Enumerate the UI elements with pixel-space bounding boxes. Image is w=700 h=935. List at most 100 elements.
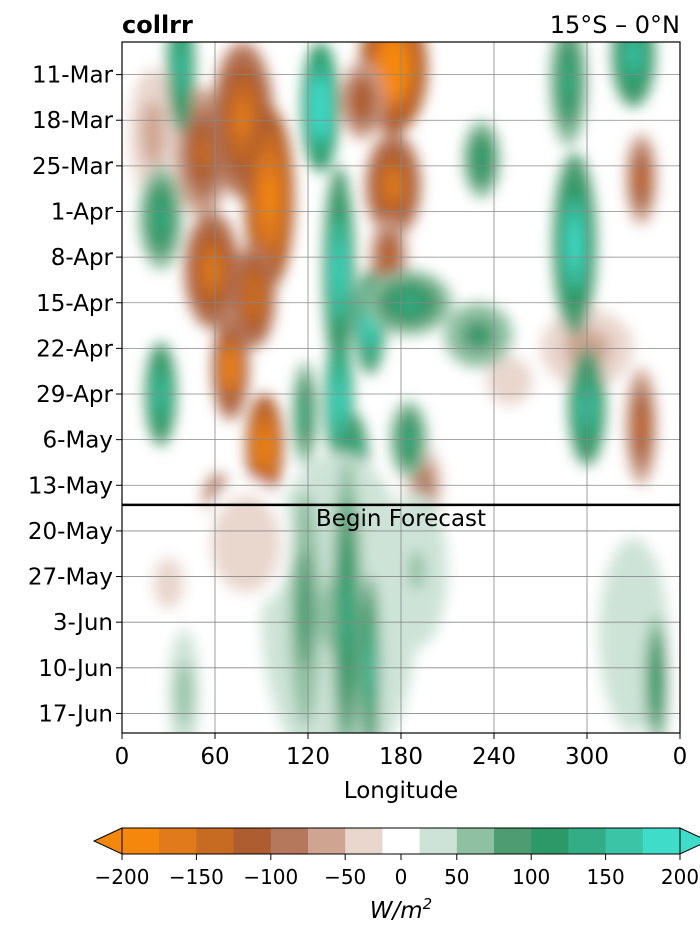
- x-tick-label: 0: [115, 744, 130, 770]
- anomaly-contour: [315, 90, 326, 124]
- colorbar-swatch: [642, 828, 681, 854]
- colorbar-tick-label: 0: [395, 865, 408, 889]
- colorbar-tick-label: 100: [512, 865, 550, 889]
- y-tick-label: 1-Apr: [51, 199, 114, 225]
- anomaly-blob: [139, 165, 183, 271]
- x-tick-label: 240: [472, 744, 516, 770]
- anomaly-contour: [301, 400, 308, 427]
- anomaly-blob: [292, 361, 318, 466]
- anomaly-blob: [301, 42, 339, 173]
- anomaly-blob: [625, 133, 657, 225]
- anomaly-contour: [335, 244, 343, 297]
- y-tick-label: 25-Mar: [32, 154, 114, 180]
- anomaly-contour: [259, 433, 270, 460]
- colorbar-tick-label: −150: [169, 865, 224, 889]
- anomaly-blob: [323, 165, 355, 375]
- anomaly-blob: [325, 335, 353, 466]
- anomaly-contour: [384, 51, 402, 85]
- colorbar-tick-label: 150: [587, 865, 625, 889]
- anomaly-contour: [204, 255, 219, 285]
- y-tick-label: 29-Apr: [36, 382, 113, 408]
- colorbar-tick-label: 200: [661, 865, 699, 889]
- colorbar-swatch: [122, 828, 160, 854]
- x-tick-label: 180: [379, 744, 423, 770]
- anomaly-contour: [501, 372, 518, 390]
- y-tick-label: 18-Mar: [32, 108, 114, 134]
- colorbar-extend-max: [679, 827, 700, 855]
- anomaly-blob: [211, 315, 250, 421]
- colorbar-swatch: [345, 828, 383, 854]
- colorbar-swatch: [233, 828, 272, 854]
- anomaly-blob: [168, 628, 200, 733]
- anomaly-contour: [234, 527, 258, 561]
- y-tick-label: 11-Mar: [32, 63, 114, 89]
- x-tick-label: 120: [286, 744, 330, 770]
- anomaly-contour: [569, 221, 581, 267]
- colorbar-tick-label: 50: [444, 865, 469, 889]
- anomaly-contour: [248, 283, 260, 310]
- y-tick-label: 10-Jun: [38, 656, 113, 682]
- anomaly-blob: [244, 107, 295, 290]
- anomaly-contour: [563, 64, 574, 98]
- anomaly-blob: [137, 530, 200, 636]
- anomaly-blob: [444, 302, 513, 368]
- colorbar-tick-label: −100: [243, 865, 298, 889]
- colorbar-swatch: [270, 828, 309, 854]
- forecast-label: Begin Forecast: [316, 506, 486, 532]
- anomaly-contour: [469, 327, 488, 344]
- x-tick-label: 300: [565, 744, 609, 770]
- anomaly-blob: [625, 367, 657, 486]
- anomaly-blob: [587, 504, 680, 733]
- colorbar-swatch: [568, 828, 607, 854]
- colorbar-swatch: [494, 828, 532, 854]
- colorbar-swatch: [382, 828, 421, 854]
- anomaly-contour: [301, 579, 309, 639]
- anomaly-blob: [611, 42, 656, 108]
- colorbar-label-exponent: 2: [423, 895, 433, 913]
- colorbar-label: W/m2: [370, 895, 432, 924]
- anomaly-blob: [199, 478, 293, 610]
- colorbar-swatch: [159, 828, 197, 854]
- colorbar-tick-label: −200: [95, 865, 150, 889]
- colorbar: −200 −150 −100 −50 0 50 100 150 200: [92, 827, 700, 889]
- anomaly-contour: [160, 570, 177, 597]
- colorbar-swatch: [531, 828, 569, 854]
- colorbar-label-units: W/m: [370, 898, 423, 924]
- anomaly-blob: [331, 459, 363, 733]
- colorbar-swatch: [196, 828, 235, 854]
- anomaly-contour: [180, 677, 188, 711]
- colorbar-swatch: [605, 828, 644, 854]
- y-tick-label: 22-Apr: [36, 336, 113, 362]
- colorbar-swatch: [456, 828, 495, 854]
- anomaly-blob: [463, 120, 501, 199]
- anomaly-contour: [335, 384, 343, 417]
- anomaly-blob: [552, 152, 597, 336]
- y-tick-label: 13-May: [28, 473, 113, 499]
- y-tick-label: 3-Jun: [53, 610, 113, 636]
- chart-title-right: 15°S – 0°N: [550, 11, 680, 39]
- colorbar-swatch: [308, 828, 346, 854]
- anomaly-blob: [246, 394, 284, 499]
- anomaly-blob: [232, 244, 276, 349]
- y-tick-label: 17-Jun: [38, 701, 113, 727]
- anomaly-contour: [155, 204, 167, 232]
- anomaly-contour: [386, 172, 401, 199]
- anomaly-contour: [476, 149, 487, 170]
- anomaly-contour: [356, 90, 368, 111]
- anomaly-contour: [637, 167, 646, 191]
- y-tick-label: 6-May: [43, 428, 113, 454]
- y-tick-label: 20-May: [28, 519, 113, 545]
- anomaly-contour: [263, 175, 276, 222]
- anomaly-contour: [225, 354, 236, 381]
- anomaly-contour: [408, 550, 425, 590]
- anomaly-contour: [177, 51, 185, 85]
- plot-area: Begin Forecast: [121, 41, 681, 734]
- anomaly-blob: [184, 211, 240, 329]
- anomaly-blob: [644, 615, 670, 733]
- anomaly-contour: [342, 576, 351, 655]
- y-tick-label: 27-May: [28, 565, 113, 591]
- x-tick-label: 0: [673, 744, 688, 770]
- x-tick-label: 60: [200, 744, 229, 770]
- y-tick-label: 8-Apr: [51, 245, 114, 271]
- colorbar-swatch: [419, 828, 458, 854]
